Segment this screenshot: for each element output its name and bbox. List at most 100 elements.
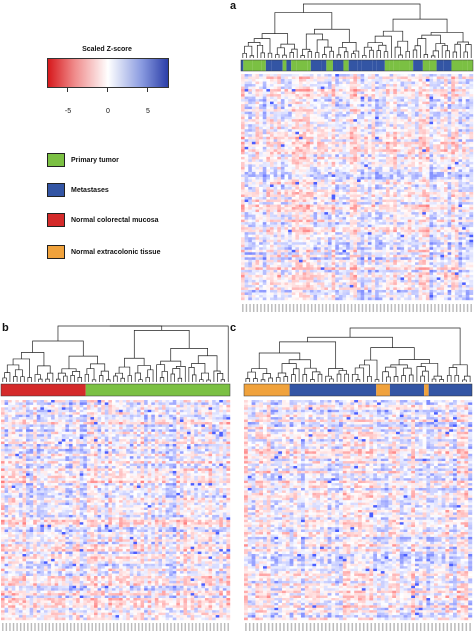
heatmap-cell — [447, 109, 452, 112]
heatmap-cell — [302, 164, 307, 168]
heatmap-cell — [465, 146, 470, 150]
heatmap-cell — [425, 79, 430, 82]
heatmap-cell — [338, 76, 343, 80]
heatmap-cell — [259, 262, 263, 266]
heatmap-cell — [255, 229, 260, 233]
heatmap-cell — [270, 199, 274, 203]
heatmap-cell — [262, 197, 267, 200]
heatmap-cell — [386, 81, 390, 85]
heatmap-cell — [288, 84, 292, 87]
heatmap-cell — [320, 106, 325, 110]
heatmap-cell — [266, 234, 271, 238]
heatmap-cell — [273, 181, 278, 185]
heatmap-cell — [353, 242, 358, 245]
heatmap-cell — [415, 96, 419, 100]
heatmap-cell — [251, 197, 256, 200]
heatmap-cell — [317, 101, 321, 105]
heatmap-cell — [306, 76, 311, 80]
heatmap-cell — [295, 199, 300, 203]
heatmap-cell — [444, 181, 448, 185]
heatmap-cell — [338, 184, 343, 188]
heatmap-cell — [262, 202, 267, 205]
heatmap-cell — [280, 116, 285, 120]
heatmap-cell — [400, 89, 405, 92]
annotation-segment — [286, 60, 292, 71]
heatmap-cell — [436, 116, 441, 120]
heatmap-cell — [357, 106, 361, 110]
heatmap-cell — [270, 144, 274, 148]
heatmap-cell — [248, 104, 253, 107]
heatmap-cell — [331, 184, 336, 188]
heatmap-cell — [447, 259, 452, 263]
heatmap-cell — [277, 202, 282, 205]
heatmap-cell — [273, 249, 278, 253]
heatmap-cell — [273, 131, 278, 135]
heatmap-cell — [291, 207, 296, 210]
heatmap-cell — [328, 114, 332, 117]
heatmap-cell — [393, 114, 398, 117]
heatmap-cell — [320, 126, 325, 130]
heatmap-cell — [444, 222, 448, 225]
heatmap-cell — [407, 194, 412, 198]
heatmap-cell — [317, 141, 321, 145]
heatmap-cell — [342, 149, 347, 153]
annotation-segment — [310, 60, 322, 71]
heatmap-cell — [255, 239, 260, 243]
heatmap-cell — [407, 141, 412, 145]
heatmap-cell — [320, 121, 325, 125]
heatmap-cell — [469, 217, 474, 220]
heatmap-cell — [255, 76, 260, 80]
heatmap-cell — [277, 144, 282, 148]
heatmap-cell — [447, 154, 452, 158]
heatmap-cell — [440, 119, 445, 122]
heatmap-cell — [404, 194, 408, 198]
heatmap-cell — [371, 217, 376, 220]
heatmap-cell — [349, 209, 354, 213]
heatmap-cell — [447, 242, 452, 245]
swatch-normal-extracolonic — [47, 245, 65, 259]
heatmap-cell — [393, 242, 398, 245]
heatmap-cell — [280, 209, 285, 213]
heatmap-cell — [364, 126, 369, 130]
heatmap-cell — [280, 234, 285, 238]
heatmap-cell — [436, 174, 441, 178]
heatmap-cell — [462, 89, 466, 92]
heatmap-cell — [462, 134, 466, 137]
heatmap-cell — [266, 207, 271, 210]
heatmap-cell — [342, 227, 347, 230]
heatmap-cell — [465, 89, 470, 92]
heatmap-cell — [462, 212, 466, 215]
heatmap-cell — [404, 242, 408, 245]
heatmap-cell — [425, 174, 430, 178]
heatmap-cell — [280, 194, 285, 198]
heatmap-cell — [320, 237, 325, 240]
heatmap-cell — [458, 124, 463, 127]
heatmap-cell — [255, 161, 260, 165]
heatmap-cell — [328, 119, 332, 122]
heatmap-cell — [284, 189, 289, 193]
heatmap-cell — [433, 192, 437, 195]
heatmap-cell — [331, 254, 336, 258]
heatmap-cell — [364, 249, 369, 253]
heatmap-cell — [324, 227, 329, 230]
heatmap-cell — [407, 114, 412, 117]
heatmap-cell — [342, 109, 347, 112]
heatmap-cell — [335, 119, 340, 122]
heatmap-cell — [273, 76, 278, 80]
heatmap-cell — [291, 156, 296, 160]
heatmap-cell — [280, 184, 285, 188]
heatmap-cell — [270, 151, 274, 155]
heatmap-cell — [262, 106, 267, 110]
heatmap-cell — [255, 214, 260, 218]
heatmap-cell — [320, 244, 325, 248]
heatmap-cell — [418, 141, 423, 145]
heatmap-cell — [386, 139, 390, 142]
heatmap-cell — [396, 249, 401, 253]
heatmap-cell — [367, 222, 372, 225]
heatmap-cell — [360, 247, 365, 250]
heatmap-cell — [364, 212, 369, 215]
heatmap-cell — [407, 161, 412, 165]
heatmap-cell — [291, 212, 296, 215]
heatmap-cell — [364, 161, 369, 165]
heatmap-cell — [324, 176, 329, 180]
